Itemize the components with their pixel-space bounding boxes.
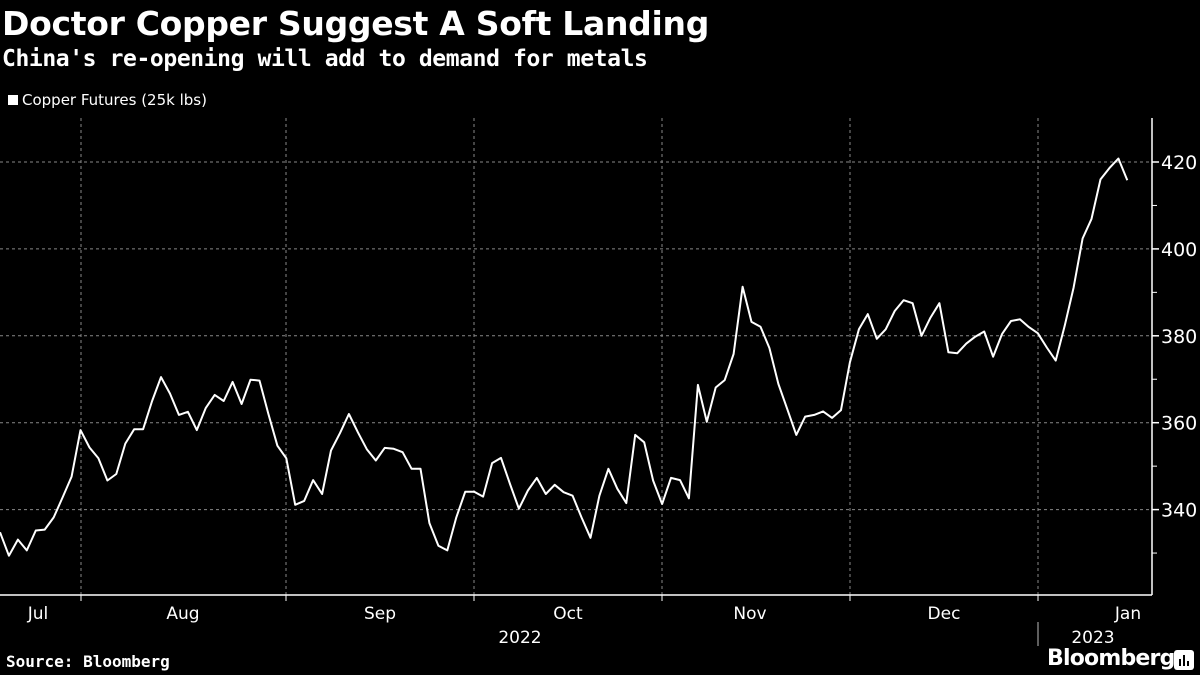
- x-year-label: 2023: [1071, 628, 1114, 648]
- legend-swatch-icon: [8, 95, 18, 105]
- x-month-label: Sep: [364, 604, 396, 624]
- y-tick-label: 400: [1161, 239, 1197, 261]
- x-month-label: Aug: [166, 604, 199, 624]
- x-month-label: Jan: [1114, 604, 1141, 624]
- chart-subtitle: China's re-opening will add to demand fo…: [2, 46, 648, 72]
- y-tick-label: 420: [1161, 152, 1197, 174]
- y-tick-label: 360: [1161, 413, 1197, 435]
- copper-futures-line: [0, 157, 1129, 557]
- x-month-label: Nov: [733, 604, 766, 624]
- source-note: Source: Bloomberg: [6, 652, 170, 671]
- chart-title: Doctor Copper Suggest A Soft Landing: [2, 4, 710, 43]
- y-tick-label: 380: [1161, 326, 1197, 348]
- bloomberg-chart-icon: [1174, 650, 1194, 670]
- legend: Copper Futures (25k lbs): [8, 91, 207, 109]
- x-month-label: Dec: [928, 604, 961, 624]
- legend-label: Copper Futures (25k lbs): [22, 91, 207, 109]
- x-month-label: Oct: [553, 604, 583, 624]
- bloomberg-logo: Bloomberg: [1047, 646, 1175, 671]
- x-month-label: Jul: [27, 604, 49, 624]
- y-tick-label: 340: [1161, 500, 1197, 522]
- x-year-label: 2022: [498, 628, 541, 648]
